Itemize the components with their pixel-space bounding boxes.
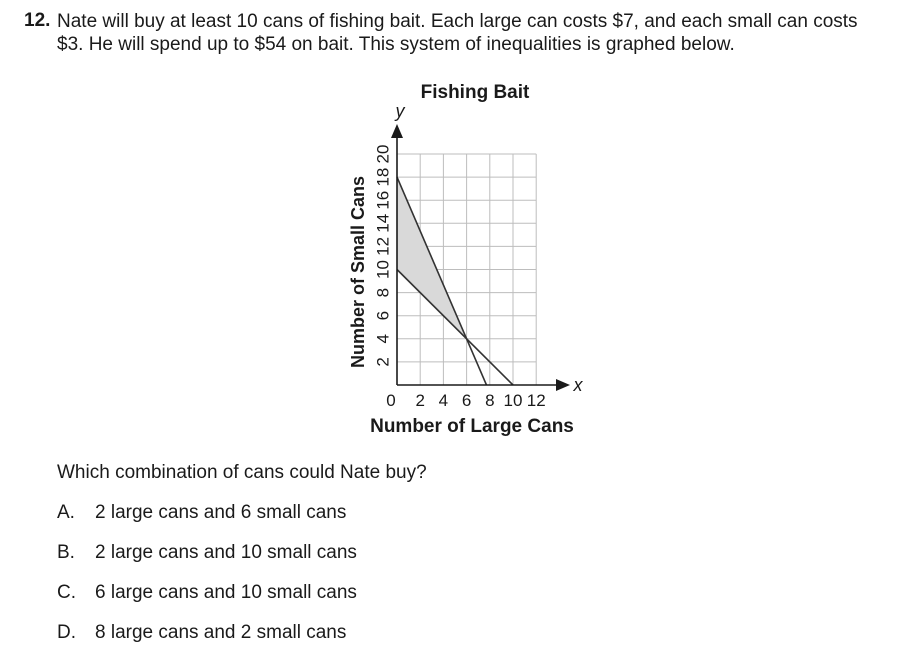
x-axis-label: Number of Large Cans	[370, 416, 574, 437]
y-tick-label: 6	[374, 311, 393, 320]
y-axis-arrow	[391, 124, 403, 138]
y-tick-label: 12	[374, 237, 393, 256]
y-tick-label: 4	[374, 334, 393, 343]
y-tick-label: 14	[374, 214, 393, 233]
choice-letter: A.	[57, 502, 75, 523]
question-text: Nate will buy at least 10 cans of fishin…	[57, 10, 917, 56]
x-axis-arrow	[556, 379, 570, 391]
choice-letter: C.	[57, 582, 76, 603]
x-tick-label: 2	[415, 391, 424, 410]
choice-text: 6 large cans and 10 small cans	[95, 582, 357, 603]
question-text-line-1: Nate will buy at least 10 cans of fishin…	[57, 11, 858, 32]
boundary-lines	[396, 176, 514, 386]
question-number: 12.	[24, 10, 51, 31]
choice-letter: B.	[57, 542, 75, 563]
axes	[391, 124, 570, 391]
x-axis-symbol: x	[573, 375, 584, 395]
chart-title: Fishing Bait	[421, 82, 530, 103]
choice-text: 2 large cans and 6 small cans	[95, 502, 347, 523]
choice-a[interactable]: A. 2 large cans and 6 small cans	[57, 502, 346, 524]
origin-label: 0	[386, 391, 395, 410]
choice-text: 8 large cans and 2 small cans	[95, 622, 347, 643]
choice-d[interactable]: D. 8 large cans and 2 small cans	[57, 622, 346, 644]
y-tick-label: 18	[374, 168, 393, 187]
y-tick-label: 2	[374, 357, 393, 366]
choice-letter: D.	[57, 622, 76, 643]
x-tick-label: 12	[527, 391, 546, 410]
choice-text: 2 large cans and 10 small cans	[95, 542, 357, 563]
y-tick-label: 8	[374, 288, 393, 297]
x-tick-label: 8	[485, 391, 494, 410]
x-tick-label: 10	[504, 391, 523, 410]
boundary-line-2	[396, 268, 514, 386]
y-axis-symbol: y	[394, 101, 406, 121]
x-tick-label: 4	[439, 391, 448, 410]
choice-c[interactable]: C. 6 large cans and 10 small cans	[57, 582, 357, 604]
y-axis-label: Number of Small Cans	[348, 176, 368, 368]
choice-b[interactable]: B. 2 large cans and 10 small cans	[57, 542, 357, 564]
x-tick-label: 6	[462, 391, 471, 410]
question-text-line-2: $3. He will spend up to $54 on bait. Thi…	[57, 34, 735, 55]
question-prompt: Which combination of cans could Nate buy…	[57, 462, 427, 483]
y-tick-label: 16	[374, 191, 393, 210]
y-tick-label: 10	[374, 260, 393, 279]
y-tick-label: 20	[374, 145, 393, 164]
boundary-line-1	[396, 176, 488, 386]
